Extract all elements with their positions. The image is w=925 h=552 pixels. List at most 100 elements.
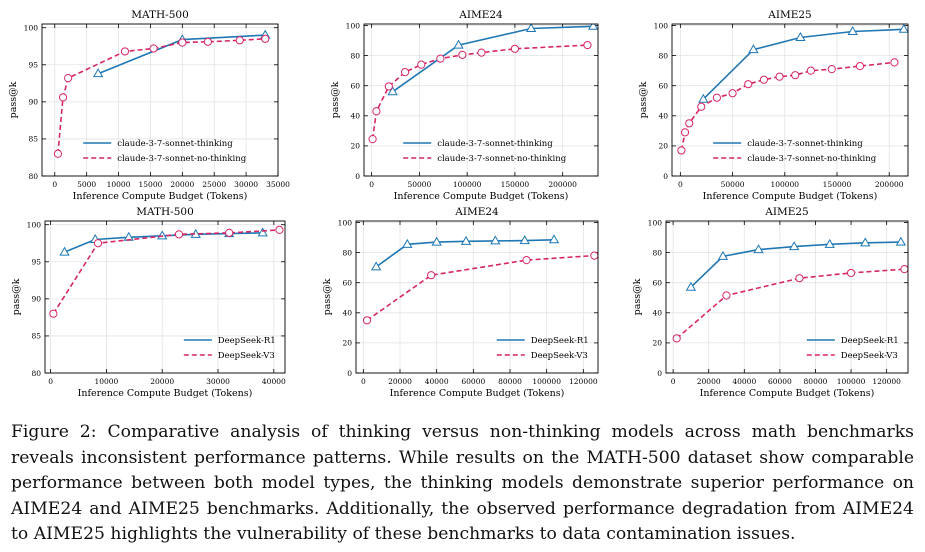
- data-point-circle: [93, 239, 103, 248]
- legend-label: claude-3-7-sonnet-no-thinking: [437, 154, 567, 164]
- data-point-circle: [427, 271, 436, 280]
- data-point-triangle: [460, 235, 472, 245]
- data-point-circle: [685, 119, 694, 128]
- plot-area: [677, 24, 908, 155]
- data-point-circle: [759, 75, 768, 84]
- y-tick-label: 60: [658, 82, 668, 91]
- series-line-2: [57, 38, 266, 154]
- data-point-circle: [672, 334, 681, 343]
- y-tick-label: 90: [28, 98, 38, 107]
- data-point-triangle: [548, 234, 560, 244]
- legend-label: DeepSeek-R1: [841, 336, 899, 346]
- legend: claude-3-7-sonnet-thinking claude-3-7-son…: [83, 139, 247, 164]
- data-point-circle: [53, 149, 63, 158]
- x-tick-label: 100000: [837, 377, 866, 386]
- x-axis-label: Inference Compute Budget (Tokens): [394, 191, 569, 202]
- y-tick-label: 40: [658, 112, 668, 121]
- data-point-circle: [712, 93, 722, 102]
- y-tick-label: 0: [355, 172, 360, 181]
- data-point-circle: [590, 251, 598, 260]
- chart-panel-5: 0 20000 40000 60000 80000 100000 120000 0 20 40 60…: [322, 206, 599, 399]
- data-point-circle: [890, 58, 899, 67]
- x-tick-label: 20000: [170, 180, 194, 189]
- x-tick-label: 5000: [77, 180, 96, 189]
- data-point-circle: [477, 48, 486, 57]
- chart-title: AIME25: [767, 9, 812, 21]
- y-tick-label: 85: [31, 332, 41, 341]
- data-point-circle: [510, 44, 520, 53]
- y-tick-label: 60: [652, 279, 662, 288]
- x-tick-label: 0: [48, 377, 53, 386]
- data-point-circle: [120, 47, 130, 56]
- legend-label: claude-3-7-sonnet-no-thinking: [747, 154, 877, 164]
- y-tick-label: 40: [350, 112, 360, 121]
- series-line-2: [680, 61, 895, 151]
- x-tick-label: 25000: [202, 180, 226, 189]
- data-point-triangle: [824, 238, 835, 248]
- y-tick-label: 80: [31, 369, 41, 378]
- x-tick-label: 40000: [262, 377, 286, 386]
- y-tick-label: 80: [28, 172, 38, 181]
- data-point-circle: [275, 225, 284, 234]
- data-point-circle: [362, 316, 372, 325]
- x-axis-label: Inference Compute Budget (Tokens): [73, 191, 248, 202]
- y-tick-label: 20: [342, 339, 352, 348]
- y-tick-label: 100: [338, 218, 353, 227]
- y-tick-label: 20: [652, 339, 662, 348]
- legend-label: DeepSeek-V3: [841, 351, 898, 361]
- data-point-circle: [400, 68, 410, 77]
- data-point-circle: [795, 274, 804, 283]
- legend: DeepSeek-R1 DeepSeek-V3: [496, 336, 589, 361]
- y-tick-label: 40: [342, 309, 352, 318]
- chart-title: AIME24: [454, 206, 499, 218]
- chart-panel-3: 0 50000 100000 150000 200000 0 20 40 60 80 100 AIME…: [638, 9, 909, 202]
- data-point-circle: [806, 66, 815, 75]
- data-point-circle: [791, 71, 800, 80]
- data-point-circle: [458, 50, 467, 59]
- y-tick-label: 60: [342, 279, 352, 288]
- y-tick-label: 0: [663, 172, 668, 181]
- series-line-2: [366, 254, 595, 321]
- y-tick-label: 40: [652, 309, 662, 318]
- x-tick-label: 20000: [150, 377, 174, 386]
- axes-frame: [355, 220, 599, 374]
- chart-panel-2: 0 50000 100000 150000 200000 0 20 40 60 80 100 AIME…: [330, 9, 599, 202]
- x-tick-label: 80000: [804, 377, 828, 386]
- data-point-circle: [775, 72, 784, 81]
- data-point-circle: [64, 74, 73, 83]
- data-point-triangle: [898, 24, 908, 33]
- data-point-circle: [235, 36, 244, 45]
- y-tick-label: 85: [28, 135, 38, 144]
- data-point-triangle: [895, 236, 907, 246]
- x-tick-label: 150000: [823, 180, 852, 189]
- y-tick-label: 0: [657, 369, 662, 378]
- chart-panel-6: 0 20000 40000 60000 80000 100000 120000 0 20 40 60…: [632, 206, 909, 399]
- data-point-triangle: [59, 246, 70, 256]
- data-point-circle: [846, 268, 856, 278]
- data-point-circle: [417, 60, 426, 69]
- x-tick-label: 30000: [206, 377, 230, 386]
- legend-label: DeepSeek-R1: [531, 336, 589, 346]
- axes-frame: [41, 23, 279, 177]
- legend: DeepSeek-R1 DeepSeek-V3: [183, 336, 276, 361]
- data-point-circle: [722, 291, 731, 300]
- legend: DeepSeek-R1 DeepSeek-V3: [806, 336, 899, 361]
- y-tick-label: 100: [27, 221, 42, 230]
- legend-label: claude-3-7-sonnet-thinking: [747, 139, 863, 149]
- y-tick-label: 100: [24, 24, 39, 33]
- legend-label: claude-3-7-sonnet-no-thinking: [117, 154, 247, 164]
- x-tick-label: 0: [361, 377, 366, 386]
- data-point-circle: [744, 80, 753, 89]
- data-point-circle: [583, 40, 592, 50]
- data-point-triangle: [257, 227, 268, 237]
- data-point-triangle: [490, 235, 501, 245]
- y-tick-label: 80: [658, 51, 668, 60]
- y-tick-label: 80: [350, 51, 360, 60]
- chart-title: MATH-500: [136, 206, 194, 218]
- data-point-triangle: [402, 238, 413, 248]
- x-tick-label: 0: [671, 377, 676, 386]
- y-tick-label: 95: [31, 258, 41, 267]
- y-axis-label: pass@k: [638, 81, 649, 118]
- y-tick-label: 100: [654, 21, 669, 30]
- x-tick-label: 60000: [461, 377, 485, 386]
